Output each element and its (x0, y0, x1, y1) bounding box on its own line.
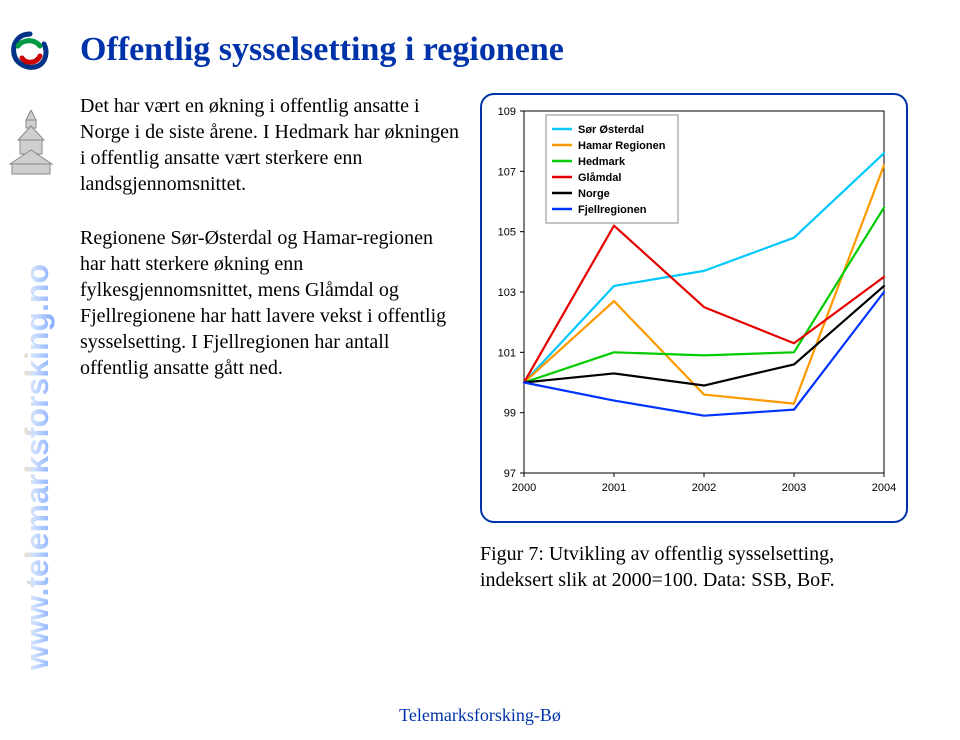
text-column: Det har vært en økning i offentlig ansat… (80, 93, 460, 593)
svg-text:Sør Østerdal: Sør Østerdal (578, 124, 644, 136)
page-title: Offentlig sysselsetting i regionene (80, 30, 930, 69)
chart-frame: 97 99 101 103 105 107 109 2000 2001 2002 2003 2004 S… (480, 93, 908, 523)
paragraph-2: Regionene Sør-Østerdal og Hamar-regionen… (80, 225, 460, 381)
svg-text:109: 109 (498, 106, 516, 118)
vertical-url: www.telemarksforsking.no (4, 240, 64, 680)
content-area: Offentlig sysselsetting i regionene Det … (80, 30, 930, 710)
paragraph-1: Det har vært en økning i offentlig ansat… (80, 93, 460, 197)
svg-text:2001: 2001 (602, 482, 626, 494)
svg-text:103: 103 (498, 287, 516, 299)
svg-text:Hamar Regionen: Hamar Regionen (578, 140, 666, 152)
svg-text:101: 101 (498, 347, 516, 359)
church-icon (6, 110, 56, 175)
svg-text:2002: 2002 (692, 482, 716, 494)
svg-text:97: 97 (504, 468, 516, 480)
chart-column: 97 99 101 103 105 107 109 2000 2001 2002 2003 2004 S… (480, 93, 910, 593)
svg-text:Hedmark: Hedmark (578, 156, 626, 168)
vertical-url-text: www.telemarksforsking.no (19, 264, 55, 671)
svg-text:2004: 2004 (872, 482, 896, 494)
svg-text:Norge: Norge (578, 188, 610, 200)
svg-text:2000: 2000 (512, 482, 536, 494)
svg-text:Glåmdal: Glåmdal (578, 172, 621, 184)
footer: Telemarksforsking-Bø (0, 705, 960, 726)
svg-text:Fjellregionen: Fjellregionen (578, 204, 647, 216)
svg-text:105: 105 (498, 227, 516, 239)
logo-icon (8, 30, 52, 74)
svg-text:2003: 2003 (782, 482, 806, 494)
svg-text:107: 107 (498, 166, 516, 178)
line-chart: 97 99 101 103 105 107 109 2000 2001 2002 2003 2004 S… (486, 103, 896, 503)
chart-caption: Figur 7: Utvikling av offentlig sysselse… (480, 541, 910, 593)
columns: Det har vært en økning i offentlig ansat… (80, 93, 930, 593)
svg-text:99: 99 (504, 408, 516, 420)
sidebar: www.telemarksforsking.no (0, 0, 60, 740)
